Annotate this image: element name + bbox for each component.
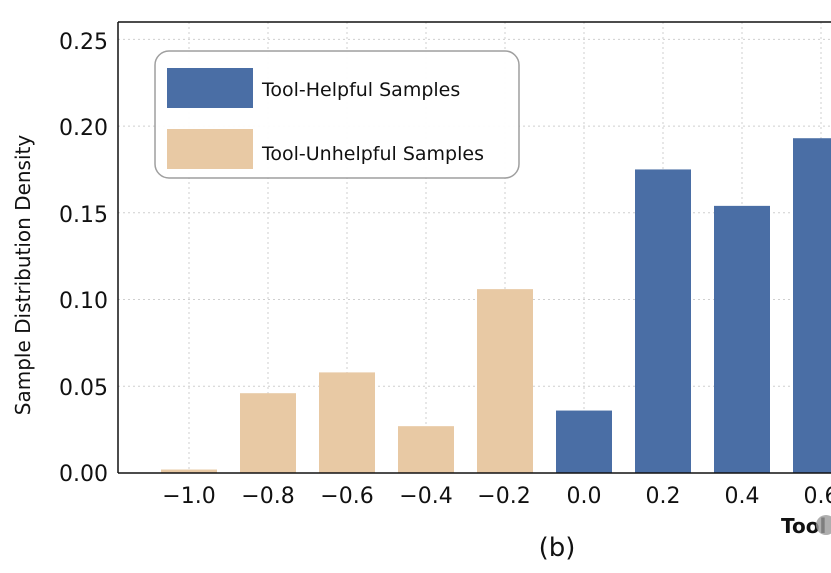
legend-label-unhelpful: Tool-Unhelpful Samples xyxy=(261,143,484,165)
legend-label-helpful: Tool-Helpful Samples xyxy=(261,79,460,101)
bar-helpful-0.6 xyxy=(793,138,831,473)
bar-unhelpful--0.4 xyxy=(398,426,454,473)
y-axis-title: Sample Distribution Density xyxy=(11,135,35,416)
legend-swatch-helpful xyxy=(167,68,253,108)
bar-unhelpful--0.6 xyxy=(319,372,375,473)
bar-unhelpful--1.0 xyxy=(161,469,217,473)
x-tick-label: −0.6 xyxy=(320,484,373,509)
bars xyxy=(161,138,831,473)
x-tick-label: 0.4 xyxy=(725,484,760,509)
x-tick-label: −0.2 xyxy=(477,484,530,509)
bar-helpful-0.0 xyxy=(556,410,612,473)
y-tick-label: 0.25 xyxy=(59,30,108,55)
cursor-blob-icon xyxy=(816,515,831,535)
y-tick-label: 0.00 xyxy=(59,462,108,487)
x-tick-label: 0.2 xyxy=(646,484,681,509)
bar-unhelpful--0.2 xyxy=(477,289,533,473)
bar-helpful-0.4 xyxy=(714,205,770,473)
legend: Tool-Helpful Samples Tool-Unhelpful Samp… xyxy=(154,50,520,179)
y-tick-label: 0.05 xyxy=(59,376,108,401)
x-tick-label: 0.0 xyxy=(567,484,602,509)
x-tick-label: 0.6 xyxy=(804,484,831,509)
y-tick-label: 0.15 xyxy=(59,203,108,228)
x-tick-label: −0.4 xyxy=(399,484,452,509)
x-tick-labels: −1.0 −0.8 −0.6 −0.4 −0.2 0.0 0.2 0.4 0.6 xyxy=(162,484,831,509)
y-tick-label: 0.10 xyxy=(59,289,108,314)
x-tick-label: −1.0 xyxy=(162,484,215,509)
bar-unhelpful--0.8 xyxy=(240,393,296,473)
figure-caption: (b) xyxy=(539,533,576,563)
y-tick-label: 0.20 xyxy=(59,116,108,141)
legend-swatch-unhelpful xyxy=(167,129,253,169)
bar-helpful-0.2 xyxy=(635,169,691,473)
x-tick-label: −0.8 xyxy=(241,484,294,509)
y-tick-labels: 0.00 0.05 0.10 0.15 0.20 0.25 xyxy=(59,30,108,487)
